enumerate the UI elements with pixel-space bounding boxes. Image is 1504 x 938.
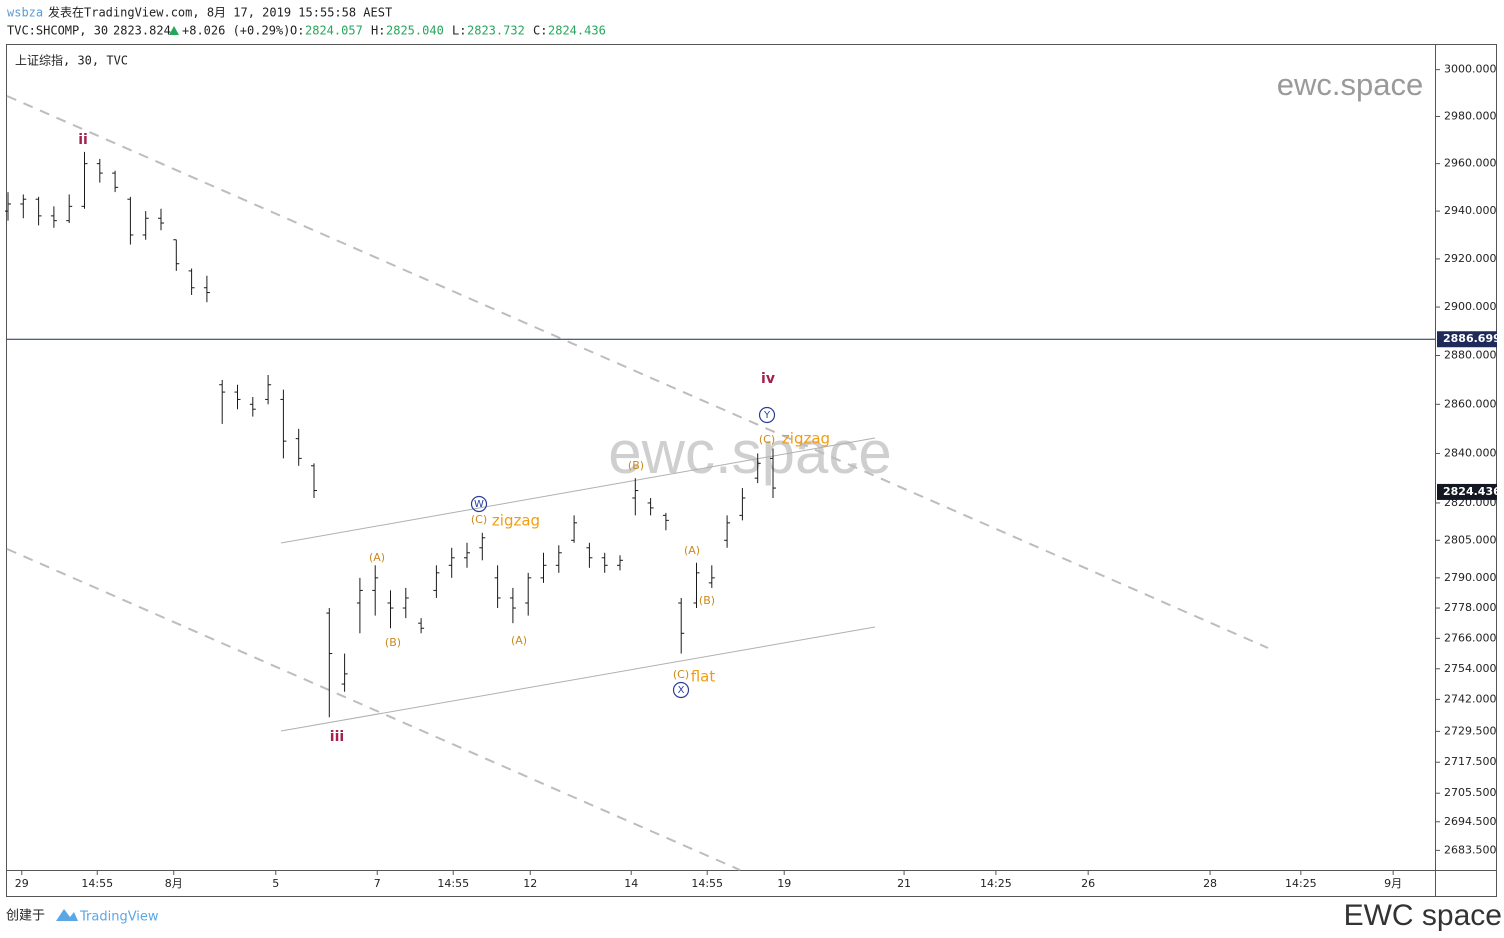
up-arrow — [169, 26, 179, 35]
wave-label: ii — [78, 132, 88, 148]
channel-line — [280, 626, 876, 732]
x-tick-label: 14:55 — [437, 877, 469, 890]
ohlc-value: 2824.436 — [548, 24, 606, 38]
chart-frame — [6, 44, 1497, 897]
y-tick-label: 2940.000 — [1444, 204, 1497, 217]
wave-label: (B) — [628, 459, 644, 472]
x-tick-label: 19 — [777, 877, 791, 890]
y-tick-label: 2683.500 — [1444, 843, 1497, 856]
y-tick-label: 2840.000 — [1444, 446, 1497, 459]
watermark-center: ewc.space — [608, 419, 891, 486]
x-tick-label: 21 — [897, 877, 911, 890]
wave-circle — [470, 495, 488, 513]
y-tick-label: 2900.000 — [1444, 300, 1497, 313]
y-tick-label: 2980.000 — [1444, 109, 1497, 122]
y-tick-label: 2860.000 — [1444, 397, 1497, 410]
trend-line — [6, 548, 741, 871]
wave-label: (A) — [684, 544, 700, 557]
ohlc-value: 2824.057 — [305, 24, 363, 38]
price-marker-label: 2824.436 — [1443, 485, 1501, 498]
x-tick-label: 14:25 — [1285, 877, 1317, 890]
ohlc-key: H: — [371, 24, 385, 38]
last-price: 2823.824 — [113, 24, 171, 38]
change: +8.026 (+0.29%) — [182, 24, 290, 38]
wave-label: flat — [691, 668, 716, 686]
watermark: ewc.space — [1277, 67, 1423, 102]
ohlc-key: C: — [533, 24, 547, 38]
wave-label: X — [678, 685, 685, 696]
author[interactable]: wsbza — [7, 6, 43, 20]
y-tick-label: 2694.500 — [1444, 815, 1497, 828]
y-tick-label: 2960.000 — [1444, 157, 1497, 170]
published: 发表在TradingView.com, 8月 17, 2019 15:55:58… — [48, 5, 392, 20]
ohlc-key: L: — [452, 24, 466, 38]
wave-label: (B) — [699, 594, 715, 607]
wave-label: (C) — [471, 513, 487, 526]
ohlc-value: 2823.732 — [467, 24, 525, 38]
wave-label: (A) — [369, 551, 385, 564]
x-tick-label: 9月 — [1384, 877, 1402, 890]
price-marker — [1437, 331, 1497, 348]
ohlc-key: O: — [290, 24, 304, 38]
y-tick-label: 2790.000 — [1444, 571, 1497, 584]
wave-label: W — [474, 499, 484, 510]
price-marker — [1437, 483, 1497, 500]
brand-logo — [56, 909, 78, 921]
wave-circle — [758, 406, 776, 424]
y-tick-label: 2729.500 — [1444, 724, 1497, 737]
x-tick-label: 5 — [272, 877, 279, 890]
wave-label: zigzag — [492, 512, 540, 530]
wave-label: iii — [330, 729, 344, 745]
symbol: TVC:SHCOMP, 30 — [7, 24, 108, 38]
x-tick-label: 14:55 — [81, 877, 113, 890]
y-tick-label: 2880.000 — [1444, 349, 1497, 362]
created-label: 创建于 — [6, 909, 45, 924]
x-tick-label: 26 — [1081, 877, 1095, 890]
y-tick-label: 2717.500 — [1444, 755, 1497, 768]
price-marker-label: 2886.699 — [1443, 332, 1501, 345]
wave-label: Y — [763, 410, 771, 421]
y-tick-label: 2920.000 — [1444, 252, 1497, 265]
x-tick-label: 7 — [374, 877, 381, 890]
wave-label: (C) — [759, 433, 775, 446]
x-tick-label: 12 — [523, 877, 537, 890]
y-tick-label: 2778.000 — [1444, 601, 1497, 614]
x-tick-label: 14:25 — [980, 877, 1012, 890]
wave-label: (A) — [511, 634, 527, 647]
wave-label: zigzag — [782, 430, 830, 448]
x-tick-label: 8月 — [165, 877, 183, 890]
y-tick-label: 2742.000 — [1444, 692, 1497, 705]
trend-line — [6, 95, 1269, 649]
x-tick-label: 14:55 — [691, 877, 723, 890]
x-tick-label: 28 — [1203, 877, 1217, 890]
wave-label: (C) — [673, 668, 689, 681]
y-tick-label: 2805.000 — [1444, 533, 1497, 546]
y-tick-label: 2754.000 — [1444, 662, 1497, 675]
x-tick-label: 14 — [624, 877, 638, 890]
y-tick-label: 2766.000 — [1444, 631, 1497, 644]
wave-label: iv — [761, 371, 775, 387]
wave-circle — [672, 681, 690, 699]
ohlc-value: 2825.040 — [386, 24, 444, 38]
legend: 上证综指, 30, TVC — [15, 53, 128, 68]
y-tick-label: 3000.000 — [1444, 63, 1497, 76]
brand[interactable]: TradingView — [79, 910, 159, 925]
y-tick-label: 2705.500 — [1444, 786, 1497, 799]
wave-label: (B) — [385, 636, 401, 649]
channel-line — [280, 437, 876, 544]
signature: EWC space — [1344, 899, 1502, 932]
ohlc-row: O: 2824.057 H: 2825.040 L: 2823.732 C: 2824.436 — [290, 24, 606, 38]
x-tick-label: 29 — [15, 877, 29, 890]
